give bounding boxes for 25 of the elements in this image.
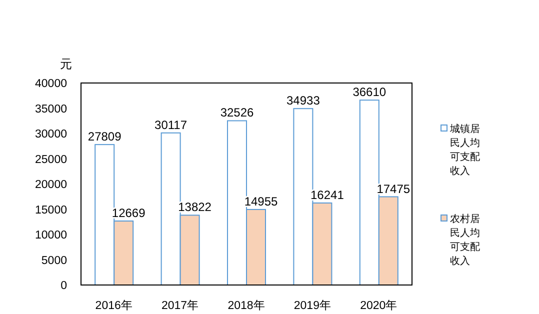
x-tick-label: 2019年 xyxy=(294,299,332,312)
legend-label: 农村居民人均可支配收入 xyxy=(450,213,480,267)
x-tick-label: 2016年 xyxy=(95,299,133,312)
data-label: 27809 xyxy=(88,130,122,144)
bar xyxy=(160,132,181,286)
y-tick-label: 0 xyxy=(60,280,67,292)
bar xyxy=(359,100,380,286)
data-label: 30117 xyxy=(154,118,188,132)
x-tick-label: 2020年 xyxy=(360,299,398,312)
y-tick-label: 25000 xyxy=(35,154,67,166)
x-tick-label: 2018年 xyxy=(228,299,266,312)
y-tick-label: 20000 xyxy=(35,179,67,191)
y-tick-label: 40000 xyxy=(35,78,67,90)
data-label: 32526 xyxy=(220,106,254,120)
y-tick-label: 30000 xyxy=(35,128,67,140)
y-axis-title: 元 xyxy=(60,57,72,71)
y-tick-label: 10000 xyxy=(35,230,67,242)
x-tick-label: 2017年 xyxy=(162,299,200,312)
y-tick-label: 15000 xyxy=(35,204,67,216)
legend-label: 城镇居民人均可支配收入 xyxy=(449,123,480,177)
y-tick-label: 5000 xyxy=(41,254,67,267)
y-tick-label: 35000 xyxy=(35,103,67,116)
bar xyxy=(227,120,247,286)
data-label: 36610 xyxy=(352,85,386,100)
data-label: 34933 xyxy=(286,94,320,108)
